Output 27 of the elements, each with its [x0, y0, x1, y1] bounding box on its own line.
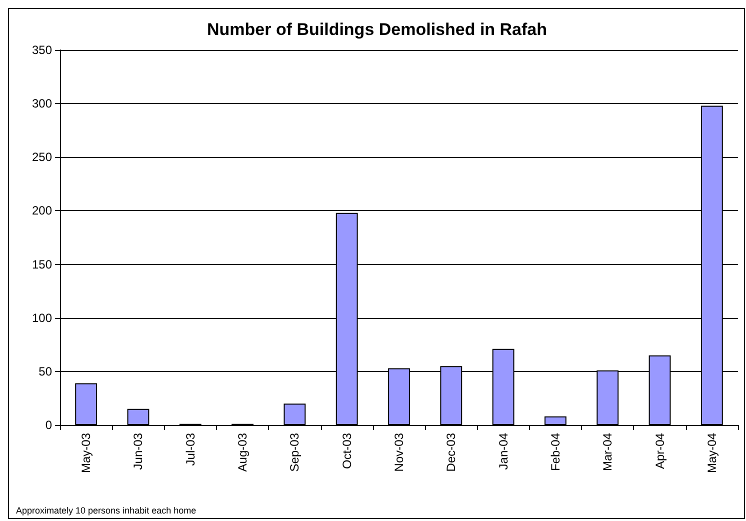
bar — [544, 416, 566, 425]
x-tick-label: Jan-04 — [496, 432, 510, 470]
x-tick-label: Nov-03 — [392, 432, 406, 472]
x-tick-label: Sep-03 — [288, 432, 302, 472]
y-tick-label: 150 — [32, 257, 52, 272]
x-tick-label: Dec-03 — [444, 432, 458, 472]
x-tick-label: Oct-03 — [340, 432, 354, 470]
y-tick-label: 0 — [45, 418, 52, 432]
y-tick-label: 200 — [32, 204, 52, 218]
x-tick-label: Jun-03 — [131, 432, 146, 470]
text: Approximately 10 persons inhabit each home — [16, 506, 196, 516]
y-tick-label: 350 — [32, 43, 52, 57]
x-tick-label: Feb-04 — [548, 432, 562, 472]
x-tick-label: Mar-04 — [600, 432, 615, 472]
bar — [75, 383, 98, 425]
chart-title: Number of Buildings Demolished in Rafah — [206, 20, 548, 39]
x-tick-label: Apr-04 — [652, 432, 667, 470]
bar — [284, 404, 306, 425]
bar — [127, 408, 150, 425]
x-tick-label: May-04 — [704, 432, 719, 474]
y-tick-label: 100 — [32, 310, 52, 325]
x-tick-label: Aug-03 — [236, 432, 250, 472]
x-tick-label: Jul-03 — [183, 432, 198, 466]
x-tick-label: May-03 — [79, 432, 94, 474]
y-tick-label: 50 — [38, 364, 52, 378]
y-tick-label: 250 — [32, 150, 52, 164]
y-tick-label: 300 — [32, 96, 52, 111]
